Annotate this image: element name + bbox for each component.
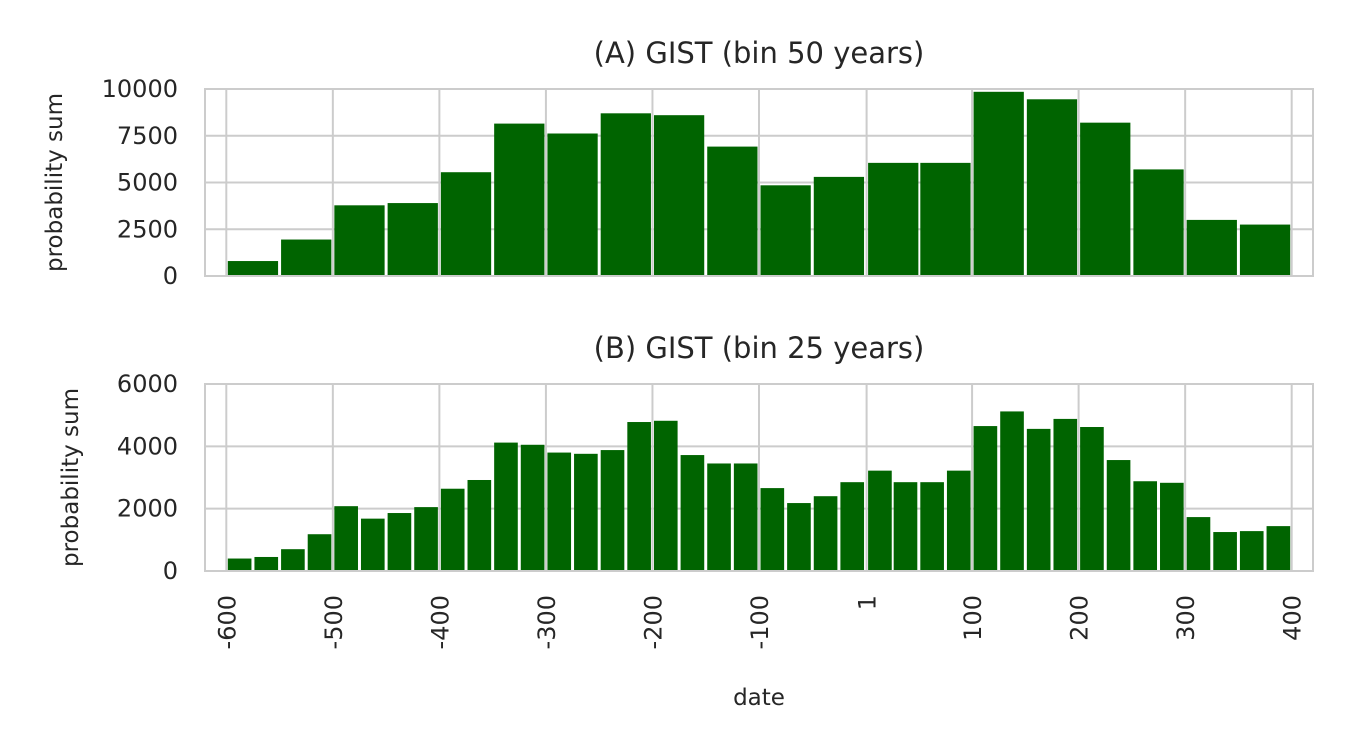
y-tick-label: 4000 [117,432,178,460]
bar [946,470,971,571]
bar [1239,224,1291,276]
bar [414,507,438,571]
bar [281,549,305,571]
bar [813,176,865,276]
bar [680,455,705,571]
x-tick-label: 100 [959,595,987,641]
x-tick-label: -600 [213,595,241,649]
y-tick-label: 10000 [102,75,178,103]
bar [227,558,252,571]
y-tick-label: 2000 [117,495,178,523]
bar [1080,122,1131,276]
bar [893,482,918,571]
axes-frame [204,383,1314,572]
x-tick-label: -500 [320,595,348,649]
y-tick-label: 0 [163,262,178,290]
bar [1053,418,1078,571]
bar [360,518,385,571]
axes-frame [204,88,1314,277]
y-axis-label: probability sum [42,93,68,272]
bar [281,239,332,276]
bar [733,463,758,571]
y-tick-label: 2500 [117,215,178,243]
bar [707,146,758,276]
bar [973,91,1024,277]
bar [1186,219,1237,276]
bar [1133,481,1158,571]
bar [1239,531,1264,571]
bar [868,162,919,276]
bar [254,556,279,571]
bar [653,115,705,277]
x-tick-label: -100 [746,595,774,649]
bar [707,463,731,571]
y-axis-label: probability sum [58,388,84,567]
bar [920,482,944,571]
bar [1213,532,1237,571]
bar [760,488,785,571]
bar [440,172,492,276]
bar [1186,517,1211,571]
bar [467,479,492,571]
bar [307,534,332,571]
bar [520,444,545,571]
bar [653,420,678,571]
bar [494,442,518,571]
bar [227,261,279,276]
bar [1026,99,1078,276]
bar [334,506,358,571]
x-tick-label: 300 [1172,595,1200,641]
bar [387,203,438,276]
x-tick-label: 1 [854,595,882,610]
panel-b: 0 2000 4000 6000 (B) GIST (bin 25 years) prob… [58,331,1314,711]
bar [1133,169,1184,276]
bar [840,482,865,571]
chart-title: (B) GIST (bin 25 years) [594,331,925,365]
y-tick-label: 6000 [117,370,178,398]
y-tick-label: 0 [163,557,178,585]
x-tick-label: 400 [1279,595,1307,641]
chart-title: (A) GIST (bin 50 years) [594,36,925,70]
bar [574,453,598,571]
bar [1160,482,1184,571]
bar [920,162,971,276]
bar [813,496,838,571]
x-tick-label: -300 [533,595,561,649]
x-tick-label: 200 [1066,595,1094,641]
bar [440,488,465,571]
x-tick-label: -400 [426,595,454,649]
panel-a: 0 2500 5000 7500 10000 (A) GIST (bin 50 years… [42,36,1314,290]
x-tick-label: -200 [639,595,667,649]
bar [1026,428,1051,571]
bar [547,452,572,571]
bar [787,503,811,571]
bar [1000,411,1024,571]
bar [387,513,412,571]
x-axis-label: date [733,685,785,711]
bar [973,426,998,571]
bar [1106,460,1131,571]
bar [1266,526,1291,571]
bar [760,185,811,276]
y-tick-label: 7500 [117,122,178,150]
y-tick-label: 5000 [117,169,178,197]
bar [547,133,598,276]
bar [1080,427,1104,571]
bar [334,205,385,276]
bar [627,422,651,571]
bar [494,123,545,276]
bar [868,470,892,571]
bar [600,113,651,276]
bar [600,450,625,571]
